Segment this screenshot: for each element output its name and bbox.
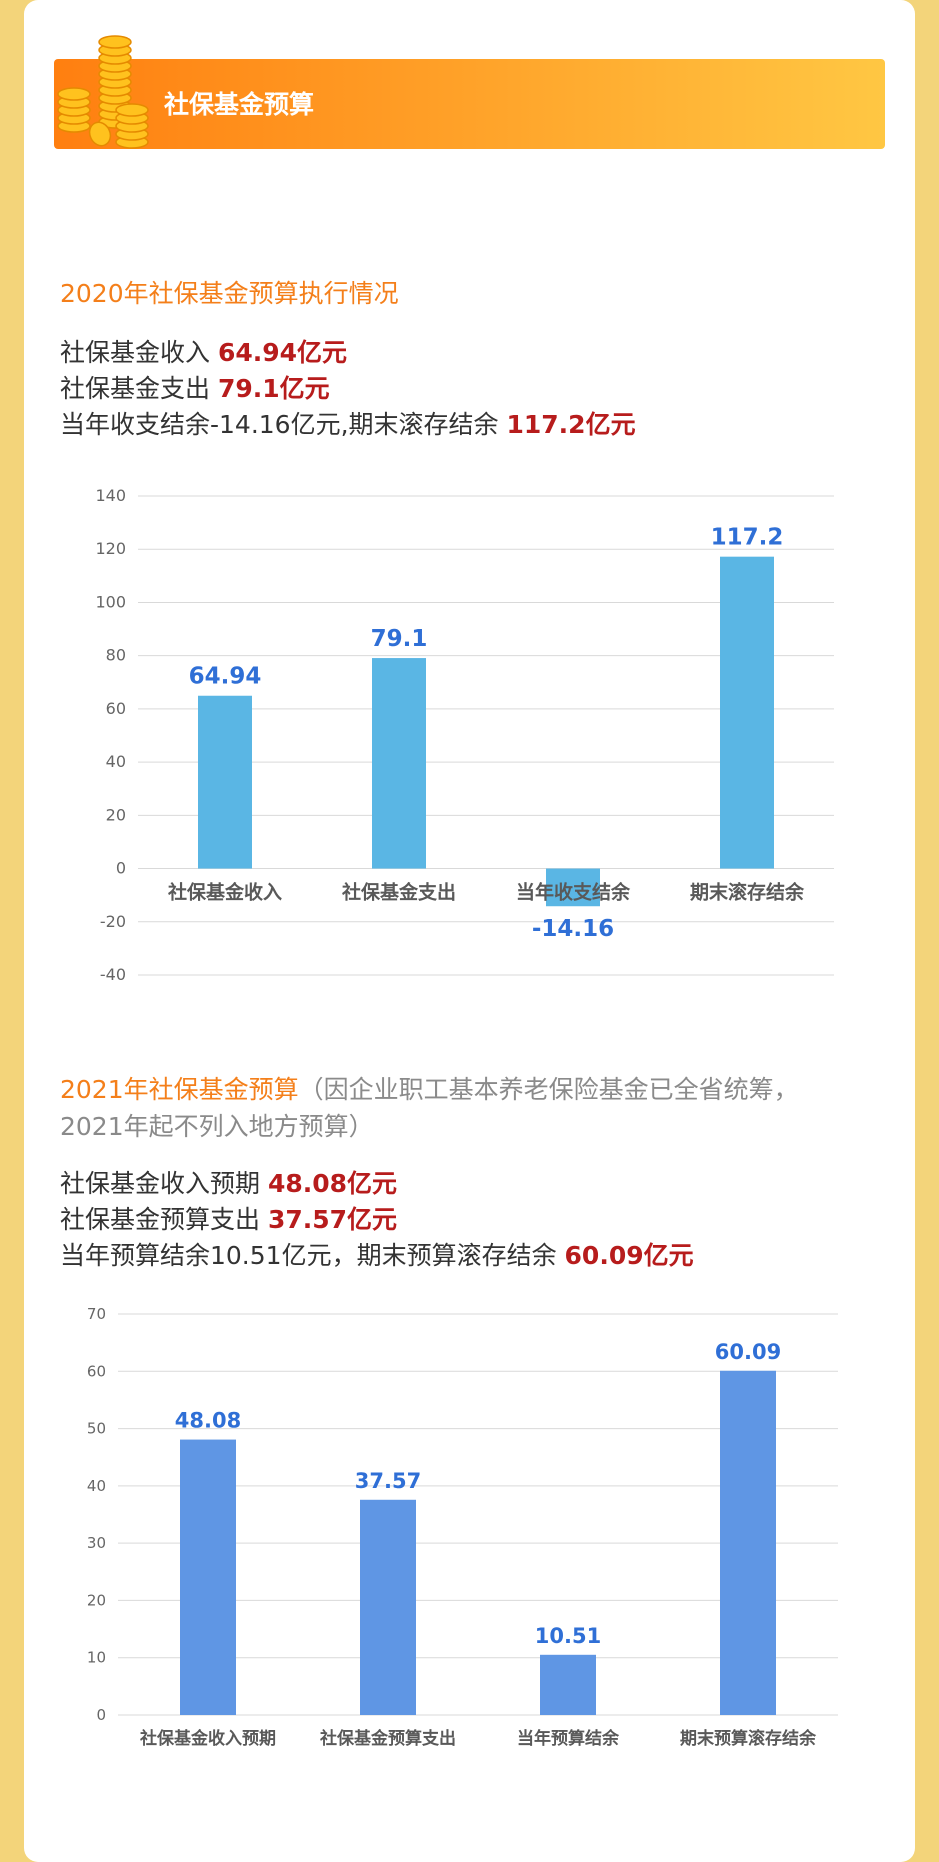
stat-value: 37.57亿元 (267, 1205, 398, 1234)
section-2021-stats: 社保基金收入预期 48.08亿元 社保基金预算支出 37.57亿元 当年预算结余… (60, 1166, 694, 1274)
section-2021-title-row: 2021年社保基金预算（因企业职工基本养老保险基金已全省统筹， (60, 1070, 799, 1106)
section-2021-note: （因企业职工基本养老保险基金已全省统筹， (298, 1075, 799, 1104)
stat-row: 当年预算结余10.51亿元，期末预算滚存结余 60.09亿元 (60, 1238, 694, 1274)
stat-value: 48.08亿元 (267, 1169, 398, 1198)
header-banner: 社保基金预算 (54, 59, 885, 149)
stat-row: 社保基金收入预期 48.08亿元 (60, 1166, 694, 1202)
stat-row: 社保基金预算支出 37.57亿元 (60, 1202, 694, 1238)
section-2021-note-line2: 2021年起不列入地方预算） (60, 1112, 374, 1141)
page-title: 社保基金预算 (164, 90, 315, 119)
coins-icon (57, 35, 149, 149)
section-2020-title: 2020年社保基金预算执行情况 (60, 279, 399, 308)
stat-label: 当年收支结余-14.16亿元,期末滚存结余 (60, 410, 507, 439)
stat-label: 当年预算结余10.51亿元，期末预算滚存结余 (60, 1241, 565, 1270)
stat-label: 社保基金支出 (60, 374, 218, 403)
stat-value: 60.09亿元 (564, 1241, 694, 1270)
section-2021-title: 2021年社保基金预算 (60, 1075, 299, 1104)
section-2020-stats: 社保基金收入 64.94亿元 社保基金支出 79.1亿元 当年收支结余-14.1… (60, 335, 636, 443)
stat-label: 社保基金收入预期 (60, 1169, 268, 1198)
stat-row: 当年收支结余-14.16亿元,期末滚存结余 117.2亿元 (60, 407, 636, 443)
stat-row: 社保基金支出 79.1亿元 (60, 371, 636, 407)
stat-value: 64.94亿元 (217, 338, 348, 367)
stat-value: 79.1亿元 (217, 374, 330, 403)
stat-value: 117.2亿元 (506, 410, 636, 439)
stat-label: 社保基金预算支出 (60, 1205, 268, 1234)
stat-label: 社保基金收入 (60, 338, 218, 367)
stat-row: 社保基金收入 64.94亿元 (60, 335, 636, 371)
